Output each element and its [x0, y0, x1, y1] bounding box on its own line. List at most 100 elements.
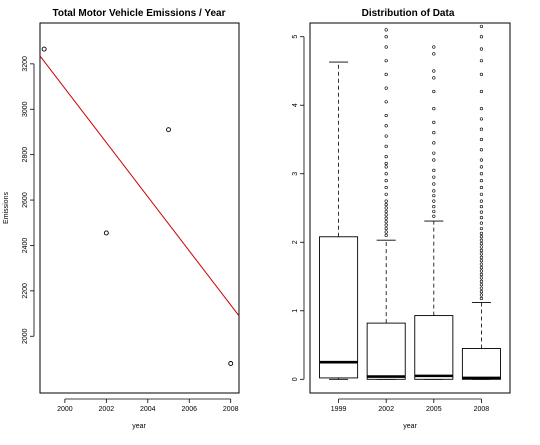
box-outlier: [432, 107, 436, 111]
scatter-x-tick-label: 2006: [181, 406, 197, 413]
box-outlier: [384, 220, 388, 224]
box-body: [461, 348, 501, 380]
box-outlier: [432, 69, 436, 73]
boxplot-y-tick-label: 3: [292, 172, 299, 176]
box-outlier: [432, 194, 436, 198]
scatter-y-label: Emissions: [3, 192, 10, 224]
scatter-y-tick-label: 2200: [22, 283, 29, 299]
box-outlier: [479, 165, 484, 169]
box-outlier: [432, 175, 436, 179]
box-outlier: [479, 210, 484, 214]
box-outlier: [432, 199, 436, 203]
boxplot-x-tick-label: 2002: [378, 406, 394, 413]
boxplot-x-axis: 1999 2002 2005 2008: [331, 398, 490, 413]
box-outlier: [479, 235, 484, 239]
scatter-y-tick-label: 2400: [22, 238, 29, 254]
box-2002: [366, 28, 406, 380]
box-outlier: [479, 231, 484, 235]
boxplot-x-tick-label: 2008: [474, 406, 490, 413]
box-outlier: [479, 127, 484, 131]
box-outlier: [479, 238, 484, 242]
box-outlier: [384, 35, 388, 39]
box-outlier: [432, 76, 436, 80]
boxplot-plot-frame: [309, 22, 511, 394]
box-outlier: [432, 158, 436, 162]
box-outlier: [432, 205, 436, 209]
box-outlier: [384, 230, 388, 234]
box-outlier: [384, 144, 388, 148]
box-outlier: [384, 165, 388, 169]
box-outlier: [384, 45, 388, 49]
box-outlier: [432, 141, 436, 145]
box-outlier: [432, 89, 436, 94]
box-outlier: [479, 59, 484, 63]
scatter-y-tick-label: 2800: [22, 147, 29, 163]
scatter-y-tick-label: 2000: [22, 328, 29, 344]
box-outlier: [432, 182, 436, 186]
box-outlier: [479, 137, 484, 142]
box-outlier: [479, 35, 484, 39]
box-outlier: [384, 134, 388, 138]
box-body: [414, 315, 454, 380]
box-outlier: [384, 209, 388, 214]
scatter-x-tick-label: 2008: [223, 406, 239, 413]
boxplot-y-tick-label: 1: [292, 309, 299, 313]
box-outlier: [384, 155, 388, 159]
boxplot-title: Distribution of Data: [362, 8, 455, 19]
box-outlier: [432, 131, 436, 135]
box-outlier: [479, 262, 484, 266]
boxplot-x-tick-label: 1999: [331, 406, 347, 413]
box-outlier: [384, 202, 388, 207]
box-outlier: [432, 45, 436, 49]
boxplot-x-tick-label: 2005: [426, 406, 442, 413]
box-outlier: [479, 272, 484, 277]
scatter-point: [166, 127, 171, 133]
box-outlier: [479, 117, 484, 121]
box-outlier: [384, 185, 388, 190]
box-outlier: [432, 52, 436, 56]
scatter-x-tick-label: 2004: [140, 406, 156, 413]
box-outlier: [479, 266, 484, 270]
trend-line: [39, 55, 240, 317]
box-outlier: [384, 213, 388, 217]
boxplot-y-tick-label: 5: [292, 35, 299, 39]
box-body: [319, 236, 359, 379]
box-outlier: [479, 245, 484, 249]
box-outlier: [479, 279, 484, 283]
box-outlier: [384, 100, 388, 104]
scatter-point: [228, 361, 234, 366]
box-outlier: [384, 206, 388, 210]
box-outlier: [384, 124, 388, 128]
box-1999: [319, 61, 359, 380]
boxplot-x-label: year: [403, 423, 417, 430]
box-outlier: [479, 255, 484, 259]
box-outlier: [432, 151, 436, 155]
box-outlier: [479, 242, 484, 246]
box-outlier: [479, 199, 484, 203]
box-outlier: [479, 24, 484, 29]
box-outlier: [384, 192, 388, 196]
box-outlier: [479, 148, 484, 152]
scatter-y-axis: 2000 2200 2400 2600 2800 3000 3200: [22, 56, 35, 344]
box-outlier: [479, 226, 484, 231]
box-outlier: [432, 189, 436, 193]
box-2008: [461, 24, 501, 380]
box-outlier: [479, 269, 484, 273]
box-outlier: [479, 293, 484, 297]
box-outlier: [479, 47, 484, 51]
scatter-y-tick-label: 3000: [22, 101, 29, 117]
box-outlier: [384, 172, 388, 176]
box-outlier: [432, 209, 436, 214]
box-outlier: [479, 107, 484, 111]
boxplot-panel: Distribution of Data 1999 2002 2005 2008 0 1…: [292, 8, 511, 430]
box-outlier: [384, 178, 388, 183]
scatter-y-tick-label: 2600: [22, 192, 29, 208]
box-outlier: [479, 283, 484, 287]
boxplot-y-tick-label: 4: [292, 103, 299, 107]
scatter-plot-frame: [39, 22, 240, 394]
scatter-x-axis: 2000 2002 2004 2006 2008: [57, 398, 239, 413]
box-outlier: [479, 276, 484, 280]
scatter-x-tick-label: 2002: [99, 406, 115, 413]
box-outlier: [384, 28, 388, 32]
box-outlier: [479, 158, 484, 162]
